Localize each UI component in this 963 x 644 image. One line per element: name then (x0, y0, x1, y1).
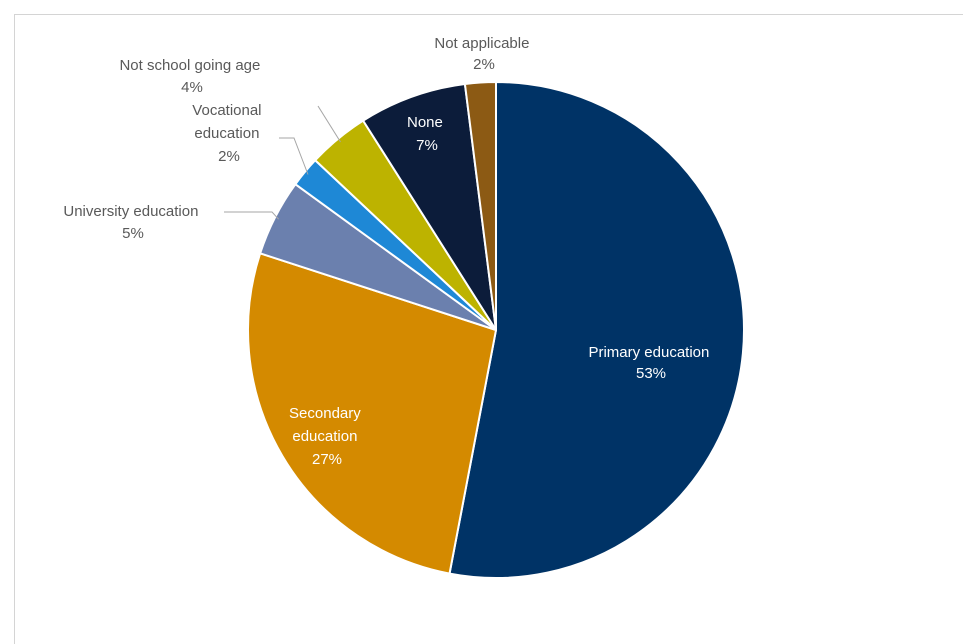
pie-slice-secondary-education (247, 252, 497, 575)
slice-label-none: None 7% (407, 114, 447, 154)
pie-slice-not-applicable (463, 81, 497, 331)
leader-line-university-education (224, 211, 279, 220)
slice-label-university-education: University education 5% (63, 203, 202, 242)
slice-label-not-applicable: Not applicable 2% (434, 35, 533, 73)
pie-slice-none (362, 82, 497, 331)
slice-label-not-school-going-age: Not school going age 4% (119, 57, 264, 96)
pie-slice-primary-education (448, 81, 745, 579)
slice-label-secondary-education: Secondary education 27% (289, 405, 365, 468)
slice-label-vocational-education: Vocational education 2% (192, 102, 265, 165)
pie-slices (247, 81, 745, 579)
slice-label-primary-education: Primary education 53% (588, 344, 713, 382)
leader-line-vocational-education (279, 137, 309, 175)
chart-frame (14, 14, 963, 644)
leader-lines (224, 105, 341, 220)
leader-line-not-school-going-age (317, 105, 341, 143)
